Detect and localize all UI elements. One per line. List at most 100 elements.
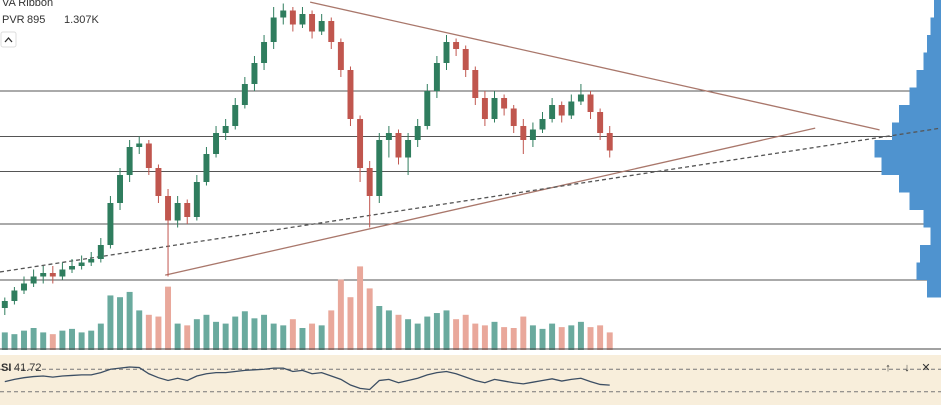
volume-bar: [174, 323, 181, 350]
candle-body: [549, 105, 556, 119]
volume-bar: [347, 297, 354, 350]
volume-bar: [299, 328, 306, 350]
volume-bar: [414, 323, 421, 350]
candle-body: [472, 70, 479, 98]
profile-bar: [930, 227, 941, 245]
candle-body: [481, 98, 488, 119]
candle-body: [232, 105, 239, 126]
rsi-pane: [0, 355, 941, 405]
profile-bar: [930, 17, 941, 35]
candle-body: [222, 126, 229, 133]
candle-body: [328, 21, 335, 42]
candle-body: [510, 108, 517, 126]
volume-bar: [184, 325, 191, 350]
candle-body: [366, 168, 373, 196]
candle-body: [491, 98, 498, 119]
candle-body: [213, 133, 220, 154]
candle-body: [414, 126, 421, 140]
candle-body: [501, 98, 508, 109]
volume-bar: [222, 323, 229, 350]
trend-line: [165, 127, 816, 276]
candle-body: [558, 105, 565, 116]
candle-body: [251, 63, 258, 84]
volume-bar: [366, 288, 373, 350]
volume-bar: [117, 297, 124, 350]
volume-bar: [405, 319, 412, 350]
profile-bar: [923, 52, 941, 70]
volume-bar: [587, 327, 594, 350]
volume-bar: [11, 334, 18, 350]
candle-body: [261, 42, 268, 63]
volume-bar: [193, 319, 200, 350]
toolbar-button[interactable]: ↑: [885, 362, 891, 374]
candle-body: [597, 112, 604, 133]
candle-body: [193, 182, 200, 217]
volume-bar: [30, 328, 37, 350]
volume-bar: [606, 332, 613, 350]
volume-bar: [261, 314, 268, 350]
candle-body: [30, 276, 37, 284]
volume-bar: [433, 313, 440, 350]
candle-body: [69, 266, 75, 270]
volume-bar: [597, 325, 604, 350]
candle-body: [462, 49, 469, 70]
candle-body: [289, 10, 296, 25]
candle-body: [357, 119, 364, 168]
candle-body: [376, 140, 383, 196]
volume-bar: [270, 323, 277, 350]
candle-body: [40, 273, 47, 277]
toolbar-button[interactable]: ✕: [921, 362, 930, 374]
volume-bar: [357, 266, 364, 350]
volume-bar: [1, 332, 8, 350]
trend-line: [310, 1, 880, 131]
volume-bar: [69, 328, 75, 350]
volume-bar: [21, 330, 27, 350]
profile-bar: [920, 245, 941, 263]
trend-line: [0, 127, 941, 273]
candle-body: [309, 14, 316, 32]
volume-bar: [251, 318, 258, 350]
volume-bar: [145, 314, 152, 350]
profile-bar: [916, 262, 941, 280]
volume-bar: [558, 327, 565, 350]
candle-body: [117, 175, 124, 203]
candle-body: [59, 269, 66, 277]
candle-body: [453, 42, 460, 49]
volume-bar: [280, 325, 287, 350]
collapse-button[interactable]: [0, 31, 17, 48]
volume-bar: [88, 330, 95, 350]
candle-body: [443, 42, 450, 63]
volume-bar: [472, 323, 479, 350]
volume-label: PVR: [2, 14, 25, 26]
volume-bar: [126, 291, 133, 350]
profile-bar: [881, 157, 941, 175]
candle-body: [299, 14, 306, 25]
volume-bar: [481, 325, 488, 350]
volume-bar: [40, 332, 47, 350]
candle-body: [577, 94, 584, 102]
volume-bar: [443, 310, 450, 350]
candle-body: [136, 143, 143, 147]
volume-bar: [529, 325, 536, 350]
candle-body: [78, 262, 85, 266]
toolbar-button[interactable]: ↓: [904, 362, 910, 374]
volume-bar: [376, 306, 383, 350]
candle-body: [405, 140, 412, 158]
candle-body: [385, 133, 392, 140]
volume-bar: [97, 323, 104, 350]
volume-bar: [491, 321, 498, 350]
volume-value: 895: [27, 14, 45, 26]
volume-bar: [213, 321, 220, 350]
volume-bar: [232, 316, 239, 350]
volume-bar: [203, 314, 210, 350]
volume-bar: [520, 316, 527, 350]
volume-bar: [539, 328, 546, 350]
profile-bar: [927, 280, 941, 298]
volume-total: 1.307K: [64, 14, 100, 26]
candle-body: [49, 273, 56, 277]
candle-body: [433, 63, 440, 91]
candle-body: [539, 119, 546, 130]
candle-body: [280, 10, 287, 18]
volume-bar: [549, 323, 556, 350]
